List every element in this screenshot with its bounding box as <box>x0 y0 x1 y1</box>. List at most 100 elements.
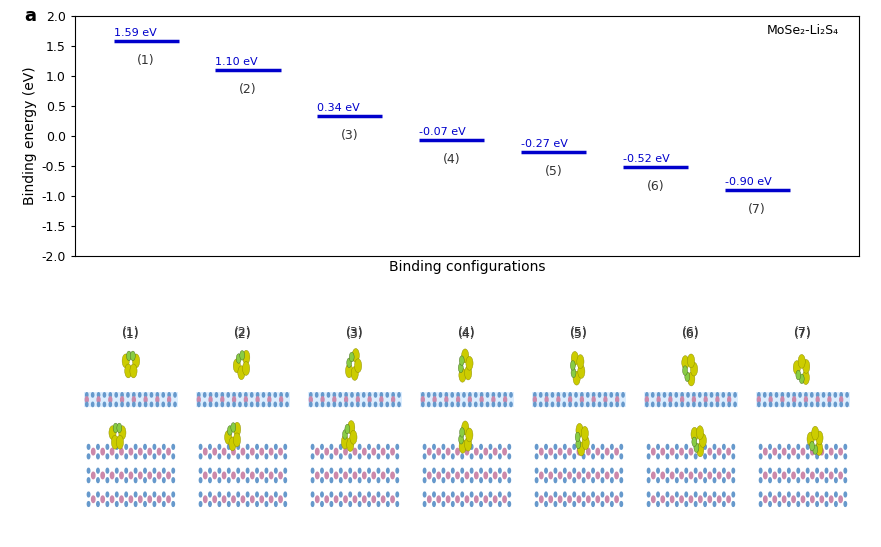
Circle shape <box>144 468 146 473</box>
Circle shape <box>536 502 537 507</box>
Circle shape <box>539 402 542 406</box>
Circle shape <box>646 402 648 406</box>
Circle shape <box>475 496 478 503</box>
Text: MoSe₂-Li₂S₄: MoSe₂-Li₂S₄ <box>767 24 840 37</box>
Circle shape <box>587 472 590 479</box>
Circle shape <box>459 356 464 365</box>
Circle shape <box>174 402 176 406</box>
Circle shape <box>813 445 818 455</box>
Circle shape <box>493 449 497 455</box>
Circle shape <box>247 492 248 497</box>
Circle shape <box>452 492 454 497</box>
Circle shape <box>330 478 333 482</box>
Circle shape <box>692 402 695 406</box>
Text: 1.10 eV: 1.10 eV <box>216 57 258 67</box>
Circle shape <box>422 402 424 406</box>
Circle shape <box>687 393 689 397</box>
Circle shape <box>237 492 240 497</box>
Circle shape <box>705 402 707 406</box>
Circle shape <box>675 393 677 397</box>
Circle shape <box>596 496 599 503</box>
Circle shape <box>239 402 241 406</box>
Circle shape <box>568 472 571 479</box>
Circle shape <box>704 478 707 482</box>
Circle shape <box>391 449 394 455</box>
Circle shape <box>85 402 88 406</box>
Circle shape <box>811 402 813 406</box>
Circle shape <box>571 368 576 377</box>
Circle shape <box>163 454 165 459</box>
Circle shape <box>452 468 454 473</box>
Circle shape <box>544 445 547 449</box>
Circle shape <box>247 502 248 507</box>
Circle shape <box>237 445 240 449</box>
Circle shape <box>377 468 380 473</box>
Circle shape <box>685 445 687 449</box>
Circle shape <box>279 397 283 403</box>
Circle shape <box>231 423 236 432</box>
Circle shape <box>601 454 603 459</box>
Circle shape <box>359 502 361 507</box>
Circle shape <box>274 393 277 397</box>
Circle shape <box>778 502 781 507</box>
Circle shape <box>433 393 436 397</box>
Circle shape <box>830 449 833 455</box>
Circle shape <box>480 402 483 406</box>
Circle shape <box>699 472 702 479</box>
Circle shape <box>714 502 715 507</box>
Circle shape <box>699 402 701 406</box>
Circle shape <box>704 502 707 507</box>
Circle shape <box>611 402 612 406</box>
Circle shape <box>732 468 735 473</box>
Circle shape <box>109 402 111 406</box>
Circle shape <box>773 472 776 479</box>
Circle shape <box>569 402 571 406</box>
Circle shape <box>275 492 277 497</box>
Circle shape <box>764 496 767 503</box>
Circle shape <box>708 496 712 503</box>
Circle shape <box>811 426 818 440</box>
Circle shape <box>359 478 361 482</box>
Circle shape <box>153 454 156 459</box>
Circle shape <box>573 478 575 482</box>
Circle shape <box>106 502 108 507</box>
Circle shape <box>611 478 613 482</box>
Circle shape <box>699 393 701 397</box>
Circle shape <box>120 496 123 503</box>
Circle shape <box>345 364 352 378</box>
Circle shape <box>396 454 398 459</box>
Text: (3): (3) <box>341 129 359 142</box>
Circle shape <box>427 496 431 503</box>
Circle shape <box>540 449 543 455</box>
Circle shape <box>451 393 454 397</box>
Circle shape <box>508 454 510 459</box>
Circle shape <box>153 492 156 497</box>
Circle shape <box>311 454 314 459</box>
Circle shape <box>311 492 314 497</box>
Circle shape <box>247 445 248 449</box>
Circle shape <box>504 397 507 403</box>
Circle shape <box>558 393 559 397</box>
Circle shape <box>103 393 106 397</box>
Circle shape <box>573 371 581 385</box>
Circle shape <box>503 472 507 479</box>
Circle shape <box>445 397 448 403</box>
Circle shape <box>573 492 575 497</box>
Circle shape <box>345 393 347 397</box>
Circle shape <box>793 402 796 406</box>
Circle shape <box>250 496 254 503</box>
Circle shape <box>115 393 117 397</box>
Circle shape <box>806 445 809 449</box>
Circle shape <box>666 454 669 459</box>
Circle shape <box>773 449 776 455</box>
Circle shape <box>534 393 536 397</box>
Text: (4): (4) <box>458 326 476 339</box>
Circle shape <box>424 502 426 507</box>
Circle shape <box>167 496 170 503</box>
Circle shape <box>462 421 469 435</box>
Circle shape <box>330 445 333 449</box>
Circle shape <box>221 402 224 406</box>
Circle shape <box>717 472 721 479</box>
Circle shape <box>115 492 118 497</box>
Circle shape <box>825 502 828 507</box>
